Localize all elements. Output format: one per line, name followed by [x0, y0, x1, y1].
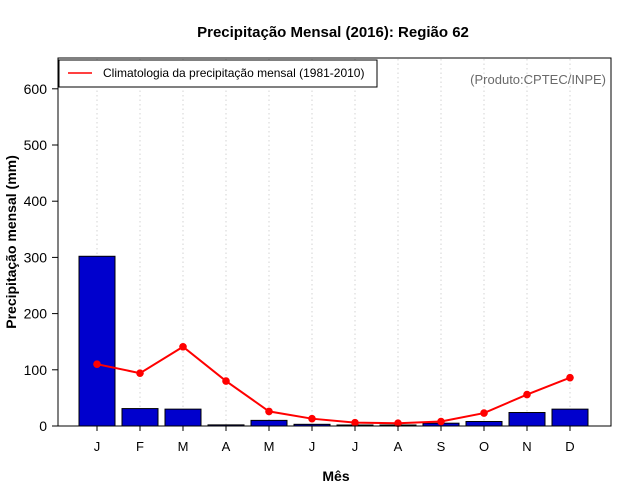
x-tick-label: N [522, 439, 531, 454]
climatology-point-3 [179, 342, 187, 351]
bar-11 [508, 412, 546, 427]
climatology-point-4 [222, 377, 230, 385]
x-tick-label: S [437, 439, 446, 454]
bar-5 [250, 419, 288, 427]
y-tick-label: 100 [24, 362, 48, 378]
x-axis-title: Mês [322, 468, 349, 484]
x-tick-label: D [565, 439, 574, 454]
climatology-series [93, 342, 574, 427]
climatology-point-10 [480, 409, 488, 417]
x-tick-label: F [136, 439, 144, 454]
bar-1 [78, 255, 116, 427]
legend-box [58, 59, 378, 88]
y-tick-label: 500 [24, 137, 48, 153]
x-tick-label: A [222, 439, 231, 454]
climatology-point-5 [265, 407, 273, 416]
climatology-point-8 [394, 419, 402, 427]
y-tick-label: 400 [24, 193, 48, 209]
y-tick-label: 200 [24, 306, 48, 322]
x-tick-label: M [264, 439, 275, 454]
climatology-line [96, 345, 571, 425]
legend: Climatologia da precipitação mensal (198… [58, 59, 378, 88]
climatology-point-12 [566, 373, 574, 382]
y-tick-label: 600 [24, 81, 48, 97]
chart-title: Precipitação Mensal (2016): Região 62 [197, 24, 469, 41]
x-tick-label: J [309, 439, 316, 454]
y-axis: 0 100 200 300 400 500 600 [24, 81, 58, 434]
x-tick-label: J [94, 439, 101, 454]
plot-frame [57, 57, 612, 427]
climatology-point-6 [308, 414, 316, 423]
y-tick-label: 300 [24, 249, 48, 265]
bar-12 [551, 408, 589, 427]
climatology-point-1 [93, 360, 101, 368]
y-axis-title: Precipitação mensal (mm) [3, 155, 19, 329]
climatology-point-11 [523, 390, 531, 399]
climatology-point-7 [351, 418, 359, 427]
climatology-point-2 [136, 369, 144, 377]
bar-3 [164, 408, 202, 427]
x-tick-label: J [352, 439, 359, 454]
bar-10 [465, 421, 503, 427]
x-tick-label: O [479, 439, 489, 454]
source-credit: (Produto:CPTEC/INPE) [470, 72, 606, 87]
x-tick-label: M [178, 439, 189, 454]
climatology-point-9 [437, 417, 445, 426]
y-tick-label: 0 [39, 418, 47, 434]
legend-entry-climatology: Climatologia da precipitação mensal (198… [103, 66, 364, 80]
x-tick-label: A [394, 439, 403, 454]
bar-2 [121, 408, 159, 427]
